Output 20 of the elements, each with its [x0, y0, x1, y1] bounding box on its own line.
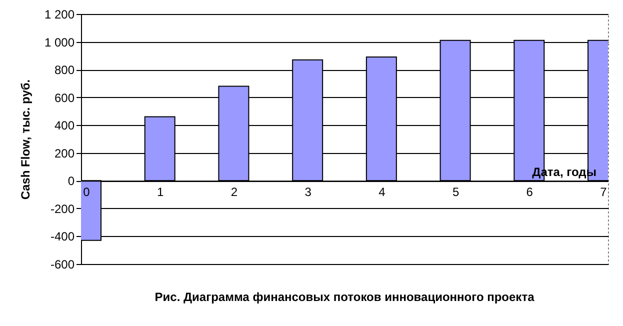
y-tick-label: 400 [54, 118, 75, 133]
text: Рис. Диаграмма финансовых потоков инновационного проекта [154, 290, 535, 304]
x-tick-label: 5 [452, 185, 460, 200]
x-tick-label: 3 [304, 185, 312, 200]
y-axis-title: Cash Flow, тыс. руб. [18, 79, 32, 200]
x-tick-label: 7 [600, 185, 608, 200]
y-tick-label: -600 [50, 258, 75, 272]
y-tick-label: -400 [50, 230, 75, 244]
x-tick-label: 2 [230, 185, 238, 200]
y-tick-label: 0 [68, 174, 75, 188]
x-tick-label: 4 [378, 185, 386, 200]
y-tick-label: 1 000 [44, 35, 75, 50]
x-tick-label: 1 [157, 185, 164, 200]
y-tick-label: 200 [54, 146, 75, 160]
y-tick-label: 800 [54, 63, 75, 78]
x-tick-label: 0 [83, 185, 90, 200]
y-tick-label: 1 200 [44, 8, 75, 22]
y-tick-label: 600 [54, 90, 75, 105]
x-tick-label: 6 [526, 185, 534, 200]
y-tick-label: -200 [50, 202, 75, 216]
